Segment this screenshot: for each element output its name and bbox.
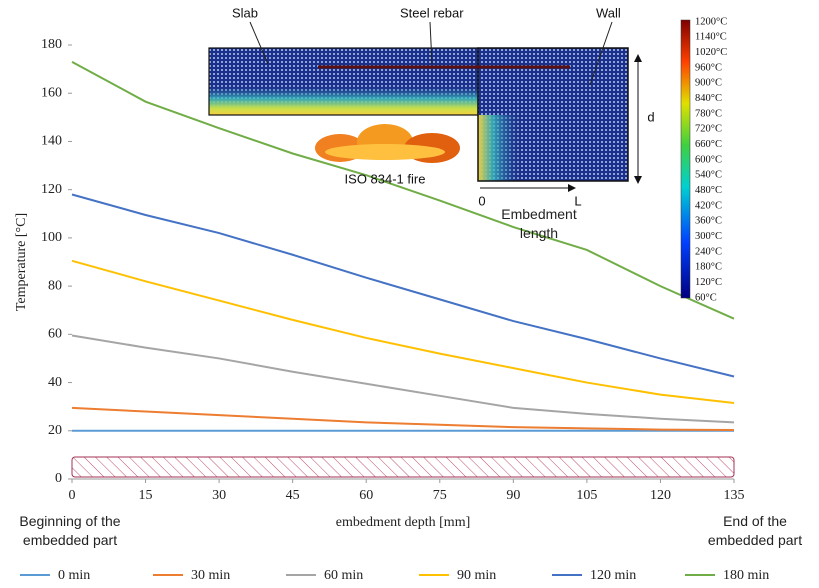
legend-label: 90 min xyxy=(457,568,496,583)
y-tick-label: 100 xyxy=(41,230,62,245)
x-tick-label: 105 xyxy=(576,488,597,503)
pointer xyxy=(249,21,269,65)
label: Slab xyxy=(232,5,258,20)
slab-outline xyxy=(208,47,479,116)
colorbar-label: 120°C xyxy=(695,277,722,288)
x-tick-label: 60 xyxy=(359,488,373,503)
y-tick-label: 180 xyxy=(41,37,62,52)
label: Steel rebar xyxy=(400,5,464,20)
colorbar-label: 720°C xyxy=(695,124,722,135)
y-tick-label: 20 xyxy=(48,423,62,438)
label: d xyxy=(647,109,654,124)
legend-label: 60 min xyxy=(324,568,363,583)
label: L xyxy=(574,193,581,208)
y-tick-label: 160 xyxy=(41,85,62,100)
series-line xyxy=(71,60,735,320)
colorbar-label: 60°C xyxy=(695,292,717,303)
x-tick-label: 15 xyxy=(139,488,153,503)
colorbar-label: 780°C xyxy=(695,108,722,119)
colorbar-label: 1140°C xyxy=(695,32,727,43)
colorbar xyxy=(680,19,691,299)
legend-label: 180 min xyxy=(723,568,769,583)
y-tick-label: 0 xyxy=(55,471,62,486)
x-tick-label: 45 xyxy=(286,488,300,503)
colorbar-label: 540°C xyxy=(695,170,722,181)
x-tick-label: 0 xyxy=(69,488,76,503)
colorbar-label: 240°C xyxy=(695,246,722,257)
x-tick-label: 30 xyxy=(212,488,226,503)
legend-label: 0 min xyxy=(58,568,90,583)
y-tick-label: 120 xyxy=(41,182,62,197)
y-axis-title: Temperature [°C] xyxy=(14,213,29,311)
colorbar-label: 360°C xyxy=(695,216,722,227)
y-tick-label: 40 xyxy=(48,375,62,390)
x-start-label: Beginning of the embedded part xyxy=(19,513,121,548)
legend-label: 120 min xyxy=(590,568,636,583)
pointer xyxy=(429,21,433,65)
colorbar-label: 600°C xyxy=(695,154,722,165)
series-line xyxy=(71,259,735,405)
colorbar-label: 300°C xyxy=(695,231,722,242)
colorbar-label: 840°C xyxy=(695,93,722,104)
series-line xyxy=(71,193,735,378)
y-tick-label: 60 xyxy=(48,327,62,342)
pointer xyxy=(589,21,613,86)
hatched-region xyxy=(71,456,735,478)
y-tick-label: 80 xyxy=(48,278,62,293)
inset-diagram: Slab Steel rebar Wall ISO 834-1 fire 0 L… xyxy=(71,5,735,478)
fire xyxy=(315,124,460,163)
x-tick-label: 120 xyxy=(650,488,671,503)
x-tick-label: 135 xyxy=(724,488,745,503)
x-tick-label: 75 xyxy=(433,488,447,503)
arrow-head xyxy=(568,184,576,192)
label: ISO 834-1 fire xyxy=(345,171,426,186)
length-label: Embedment length xyxy=(501,206,577,241)
series-line xyxy=(71,406,735,432)
slab-heat xyxy=(209,48,478,115)
colorbar-label: 1020°C xyxy=(695,47,727,58)
label: 0 xyxy=(478,193,485,208)
wall-heat xyxy=(478,115,628,181)
colorbar-label: 660°C xyxy=(695,139,722,150)
colorbar-label: 480°C xyxy=(695,185,722,196)
x-tick-label: 90 xyxy=(506,488,520,503)
y-tick-label: 140 xyxy=(41,134,62,149)
colorbar-label: 180°C xyxy=(695,262,722,273)
colorbar-label: 420°C xyxy=(695,200,722,211)
colorbar-label: 960°C xyxy=(695,62,722,73)
label: Wall xyxy=(596,5,621,20)
colorbar-label: 1200°C xyxy=(695,16,727,27)
series-line xyxy=(71,334,735,424)
x-axis-title: embedment depth [mm] xyxy=(336,515,471,530)
x-end-label: End of the embedded part xyxy=(707,513,803,548)
colorbar-label: 900°C xyxy=(695,78,722,89)
legend-label: 30 min xyxy=(191,568,230,583)
